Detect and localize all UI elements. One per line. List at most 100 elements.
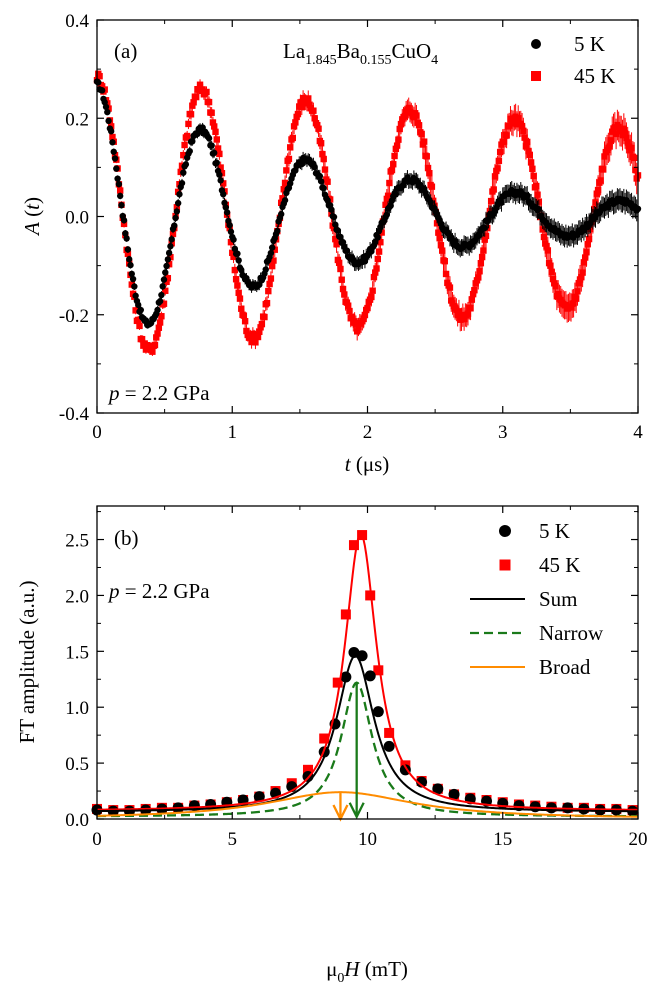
data-point (413, 112, 420, 119)
data-point (454, 311, 461, 319)
data-point (279, 195, 286, 202)
data-point (525, 147, 532, 155)
data-point (127, 261, 134, 269)
data-point (395, 136, 402, 143)
data-point (235, 257, 242, 264)
data-point (540, 233, 548, 241)
data-point (253, 791, 265, 803)
data-point (439, 247, 446, 254)
data-point (384, 727, 395, 738)
data-point (163, 262, 170, 270)
data-point (268, 262, 276, 270)
data-point (620, 125, 628, 132)
panel-b: 0 5 10 15 20 0.0 0.5 1.0 1.5 2.0 2.5 (b) p = 2.2 G… (15, 505, 648, 986)
data-point (416, 776, 428, 788)
data-point (180, 151, 187, 159)
data-point (547, 262, 554, 269)
data-point (481, 236, 488, 243)
data-point (306, 101, 313, 108)
data-point (441, 257, 448, 265)
data-point (621, 130, 629, 137)
data-point (126, 256, 133, 263)
b-xtick-label: 0 (92, 829, 102, 850)
data-point (630, 154, 638, 162)
data-point (426, 170, 433, 177)
data-point (254, 333, 262, 341)
data-point (320, 155, 327, 163)
data-point (374, 234, 382, 241)
panel-b-ylabel: FT amplitude (a.u.) (15, 581, 39, 744)
data-point (102, 103, 110, 111)
curve-broad (96, 791, 639, 818)
data-point (231, 266, 239, 274)
data-point (124, 246, 132, 253)
data-point (575, 279, 582, 287)
data-point (524, 138, 531, 146)
data-point (315, 125, 322, 132)
data-point (110, 148, 117, 155)
data-point (223, 209, 231, 216)
data-point (213, 159, 220, 167)
data-point (436, 235, 443, 242)
data-point (364, 670, 376, 682)
data-point (594, 186, 602, 194)
data-point (509, 120, 517, 127)
data-point (369, 287, 376, 294)
data-point (203, 88, 210, 96)
data-point (319, 150, 326, 158)
data-point (338, 276, 345, 283)
data-point (178, 179, 186, 187)
data-point (552, 283, 559, 290)
data-point (189, 102, 196, 109)
b-ytick-label: 0.0 (65, 810, 89, 831)
data-point (164, 256, 172, 263)
data-point (624, 139, 631, 146)
data-point (526, 151, 533, 159)
data-point (172, 214, 179, 222)
data-point (235, 289, 242, 296)
data-point (432, 783, 444, 795)
data-point (448, 788, 460, 800)
a-xtick-label: 0 (92, 422, 102, 443)
arrow-head (348, 802, 365, 820)
legend-5k-label: 5 K (574, 32, 605, 56)
data-point (167, 243, 174, 250)
b-ytick-label: 2.5 (65, 531, 89, 552)
data-point (351, 318, 358, 325)
data-point (601, 153, 608, 160)
data-point (574, 288, 581, 295)
data-point (335, 259, 343, 267)
data-point (324, 178, 331, 185)
data-point (220, 180, 227, 187)
data-point (418, 130, 425, 138)
data-point (120, 217, 128, 224)
data-point (135, 301, 142, 309)
data-point (314, 121, 321, 129)
data-point (460, 315, 468, 323)
data-point (111, 155, 119, 162)
a-ytick-label: 0.2 (65, 109, 89, 130)
data-point (377, 239, 384, 246)
data-point (477, 259, 485, 267)
data-point (205, 98, 213, 106)
data-point (243, 327, 250, 335)
data-point (158, 313, 165, 320)
data-point (476, 268, 483, 275)
data-point (437, 242, 445, 249)
data-point (131, 283, 138, 290)
data-point (109, 133, 116, 141)
data-point (111, 151, 119, 159)
data-point (156, 298, 164, 305)
data-point (208, 109, 215, 116)
data-point (428, 183, 436, 190)
data-point (160, 276, 168, 283)
data-point (257, 324, 264, 331)
data-point (289, 134, 296, 142)
data-point (527, 159, 535, 166)
data-point (162, 269, 169, 276)
data-point (475, 274, 482, 281)
panel-b-ticks: 0 5 10 15 20 0.0 0.5 1.0 1.5 2.0 2.5 (65, 506, 648, 850)
data-point (283, 167, 290, 174)
data-point (266, 280, 273, 288)
data-point (455, 308, 463, 315)
